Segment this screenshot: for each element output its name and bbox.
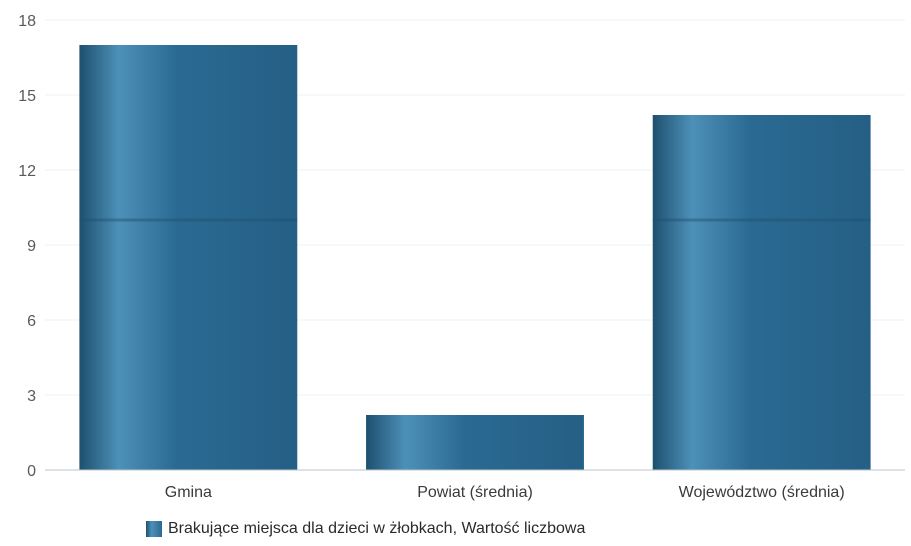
y-axis: 0 3 6 9 12 15 18	[18, 13, 36, 480]
legend: Brakujące miejsca dla dzieci w żłobkach,…	[146, 520, 585, 538]
y-tick-label: 6	[27, 313, 36, 330]
y-tick-label: 15	[18, 88, 36, 105]
bars	[79, 45, 871, 470]
y-tick-label: 9	[27, 238, 36, 255]
x-axis: Gmina Powiat (średnia) Województwo (średni…	[45, 469, 905, 501]
legend-label: Brakujące miejsca dla dzieci w żłobkach,…	[168, 520, 586, 537]
bar	[366, 415, 584, 470]
bar	[652, 115, 871, 470]
y-tick-label: 0	[27, 463, 36, 480]
x-tick-label: Województwo (średnia)	[679, 484, 845, 501]
y-tick-label: 12	[18, 163, 36, 180]
legend-swatch	[146, 521, 162, 537]
bar	[79, 45, 298, 470]
y-tick-label: 3	[27, 388, 36, 405]
y-tick-label: 18	[18, 13, 36, 30]
x-tick-label: Gmina	[165, 484, 212, 501]
x-tick-label: Powiat (średnia)	[417, 484, 533, 501]
